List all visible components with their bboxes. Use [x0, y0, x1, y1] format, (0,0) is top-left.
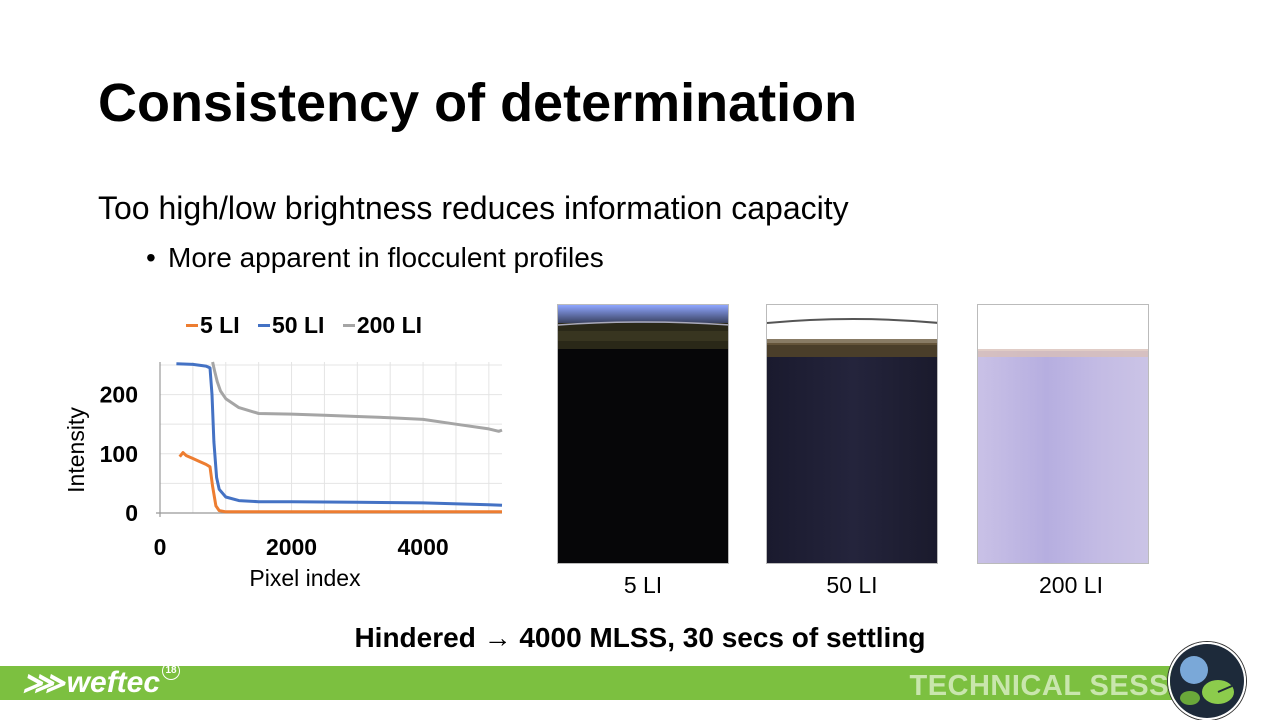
legend-item-200li: 200 LI — [342, 312, 423, 338]
bullet-text: More apparent in flocculent profiles — [168, 242, 604, 273]
y-tick-label: 100 — [100, 441, 138, 467]
weftec-logo-number: 18 — [162, 662, 181, 680]
photo-5li — [557, 304, 729, 564]
weftec-logo-mark-icon: ⋙ — [22, 666, 65, 700]
photo-200li-image — [978, 305, 1148, 563]
photo-caption-200li: 200 LI — [1039, 572, 1103, 598]
slide-subtitle: Too high/low brightness reduces informat… — [98, 190, 849, 226]
photo-5li-image — [558, 305, 728, 563]
chart-labels: 0 2000 4000 0 100 200 Pixel index Intensity — [63, 382, 449, 591]
chart-legend: 5 LI 50 LI 200 LI — [186, 312, 434, 339]
intensity-line-chart: 0 2000 4000 0 100 200 Pixel index Intensity — [63, 361, 503, 591]
legend-item-5li: 5 LI — [186, 312, 240, 338]
x-tick-label: 0 — [154, 534, 167, 560]
bullet-marker: • — [146, 242, 156, 273]
y-tick-label: 0 — [125, 500, 138, 526]
legend-label-50li: 50 LI — [272, 312, 325, 338]
legend-swatch-50li — [258, 324, 271, 328]
series-line-50-li — [176, 362, 503, 507]
footer-band — [0, 666, 1185, 700]
conditions-note: Hindered → 4000 MLSS, 30 secs of settlin… — [354, 622, 926, 653]
bullet-item: • More apparent in flocculent profiles — [146, 242, 604, 274]
legend-label-5li: 5 LI — [200, 312, 240, 338]
photo-50li-image — [767, 305, 937, 563]
series-line-200-li — [211, 361, 503, 433]
slide-title: Consistency of determination — [98, 73, 858, 133]
lily-pad-emblem-icon — [1168, 642, 1246, 720]
legend-label-200li: 200 LI — [356, 312, 423, 338]
legend-swatch-5li — [186, 324, 198, 328]
lily-pad-image — [1170, 644, 1244, 718]
legend-swatch-200li — [342, 324, 355, 328]
y-tick-label: 200 — [100, 382, 138, 408]
x-tick-label: 2000 — [266, 534, 317, 560]
x-tick-label: 4000 — [397, 534, 448, 560]
chart-series — [176, 361, 503, 514]
photo-50li — [766, 304, 938, 564]
y-axis-label: Intensity — [63, 407, 89, 493]
chart-axes — [156, 362, 502, 517]
weftec-logo-text: weftec — [66, 666, 161, 699]
photo-200li — [977, 304, 1149, 564]
photo-caption-50li: 50 LI — [826, 572, 878, 598]
legend-item-50li: 50 LI — [258, 312, 324, 338]
x-axis-label: Pixel index — [249, 565, 361, 591]
weftec-logo: ⋙ weftec 18 — [22, 662, 181, 701]
series-line-5-li — [178, 451, 502, 514]
photo-caption-5li: 5 LI — [623, 572, 663, 598]
